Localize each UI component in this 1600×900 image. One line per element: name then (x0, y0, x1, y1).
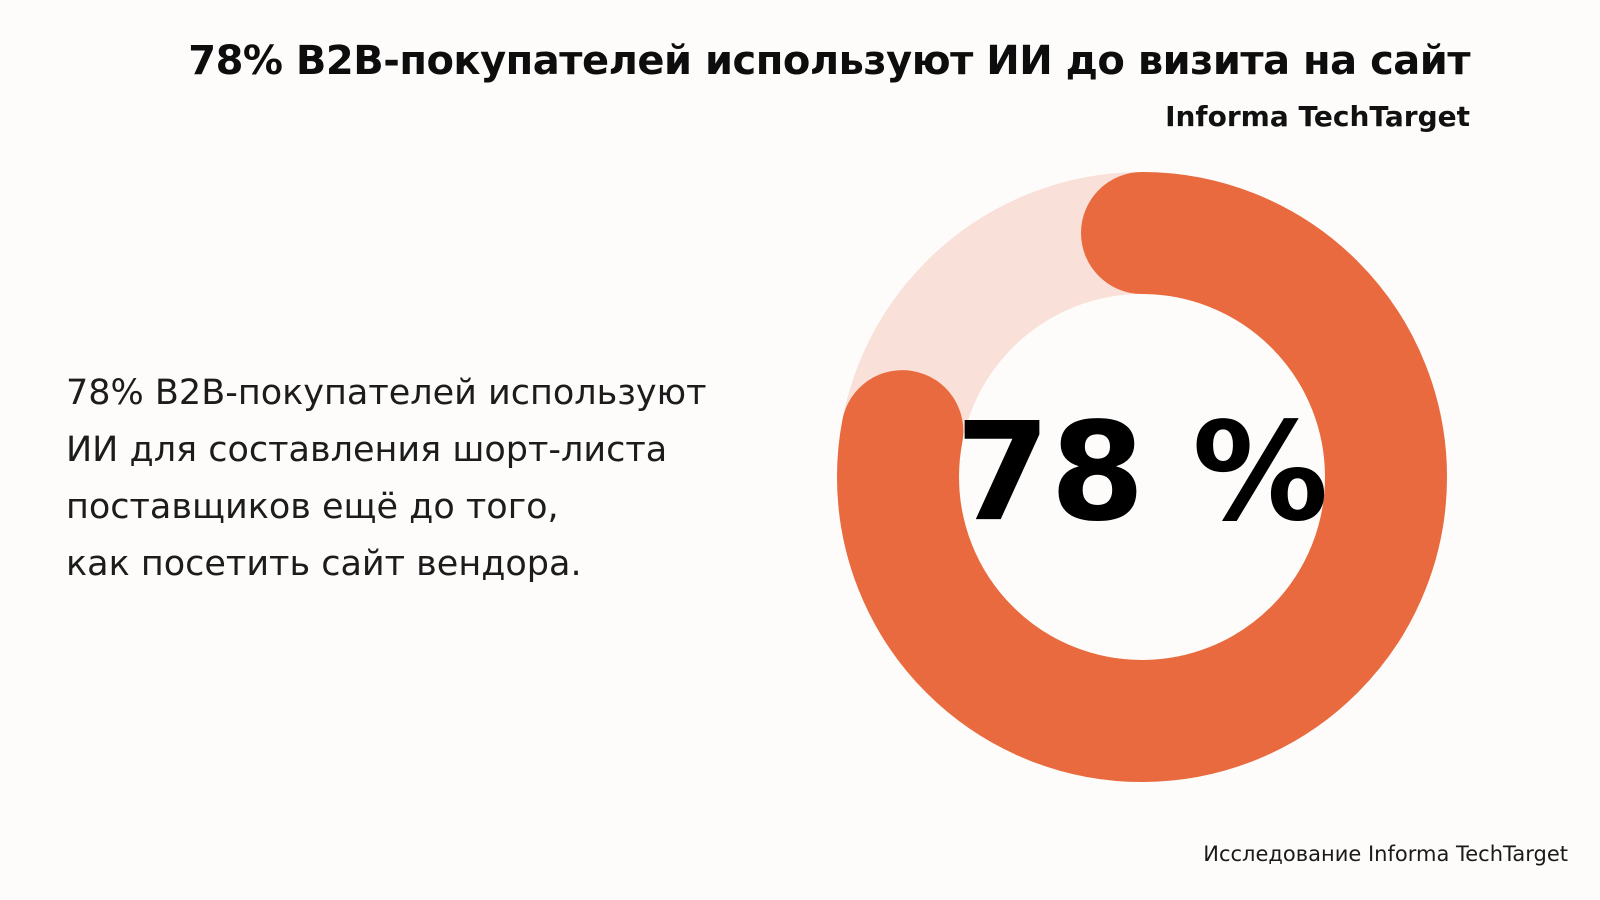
donut-chart: 78 % (830, 170, 1460, 800)
description-line: ИИ для составления шорт-листа (66, 430, 668, 470)
chart-title: 78% B2B-покупателей используют ИИ до виз… (188, 38, 1470, 84)
description-line: 78% B2B-покупателей используют (66, 373, 707, 413)
description-line: поставщиков ещё до того, (66, 487, 559, 527)
donut-value-arc (837, 172, 1447, 782)
description-line: как посетить сайт вендора. (66, 544, 582, 584)
source-note: Исследование Informa TechTarget (1203, 842, 1568, 866)
donut-chart-svg: 78 % (837, 172, 1447, 782)
chart-subtitle: Informa TechTarget (1165, 100, 1470, 133)
donut-center-value: 78 % (956, 394, 1329, 552)
description-text: 78% B2B-покупателей используют ИИ для со… (66, 365, 786, 593)
